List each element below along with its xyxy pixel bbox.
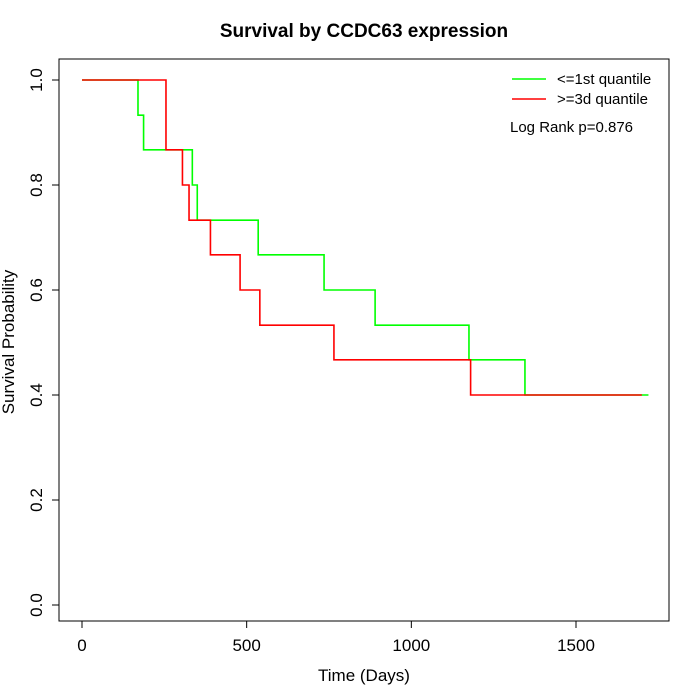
x-axis: 0 500 1000 1500 <box>77 620 595 655</box>
log-rank-annotation: Log Rank p=0.876 <box>510 119 633 136</box>
x-tick-label: 0 <box>77 636 86 655</box>
plot-frame <box>58 58 670 622</box>
y-axis: 0.0 0.2 0.4 0.6 0.8 1.0 <box>27 68 60 617</box>
legend: <=1st quantile >=3d quantile <box>512 71 651 108</box>
y-tick-label: 0.4 <box>27 383 46 407</box>
y-tick-label: 1.0 <box>27 68 46 92</box>
y-tick-label: 0.0 <box>27 593 46 617</box>
x-tick-label: 1000 <box>392 636 430 655</box>
survival-curve-0 <box>82 79 649 396</box>
x-axis-label: Time (Days) <box>318 666 410 685</box>
survival-curve-1 <box>82 79 642 396</box>
y-tick-label: 0.8 <box>27 173 46 197</box>
chart-title: Survival by CCDC63 expression <box>220 21 508 42</box>
series-layer <box>82 79 649 396</box>
x-tick-label: 1500 <box>557 636 595 655</box>
legend-label-1: >=3d quantile <box>557 91 648 108</box>
legend-label-0: <=1st quantile <box>557 71 651 88</box>
y-tick-label: 0.6 <box>27 278 46 302</box>
y-axis-label: Survival Probability <box>0 269 18 414</box>
x-tick-label: 500 <box>232 636 260 655</box>
y-tick-label: 0.2 <box>27 488 46 512</box>
